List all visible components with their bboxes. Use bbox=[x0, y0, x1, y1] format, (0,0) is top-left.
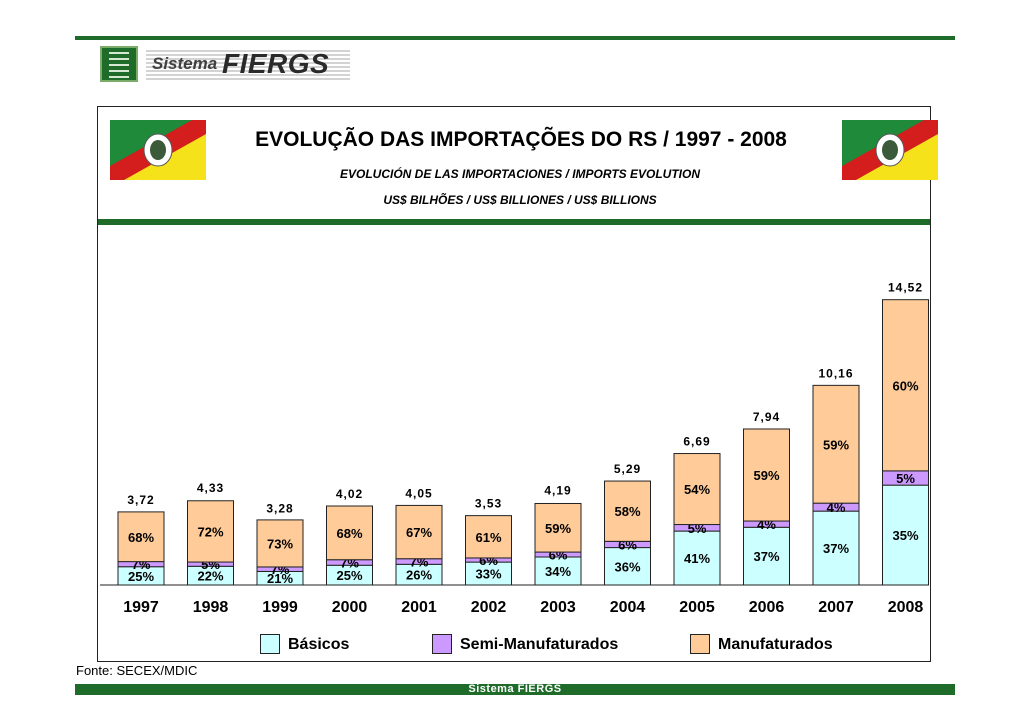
bar-total-label: 4,33 bbox=[197, 481, 224, 495]
segment-percent-label: 73% bbox=[267, 536, 293, 551]
segment-percent-label: 68% bbox=[128, 530, 154, 545]
segment-percent-label: 58% bbox=[614, 504, 640, 519]
bar-segment-manuf bbox=[882, 299, 929, 472]
segment-percent-label: 59% bbox=[545, 521, 571, 536]
bar-segment-manuf bbox=[465, 515, 512, 559]
bar-total-label: 3,53 bbox=[475, 497, 502, 511]
segment-percent-label: 21% bbox=[267, 571, 293, 586]
legend-label-basicos: Básicos bbox=[288, 636, 350, 653]
logo-system-word: Sistema bbox=[152, 54, 218, 73]
legend-swatch-manuf bbox=[690, 634, 710, 654]
bar-segment-manuf bbox=[395, 504, 443, 560]
logo-stripes bbox=[146, 50, 350, 80]
chart-title: EVOLUÇÃO DAS IMPORTAÇÕES DO RS / 1997 - … bbox=[255, 128, 787, 151]
bar-total-label: 3,72 bbox=[127, 493, 154, 507]
bar-segment-manuf bbox=[534, 502, 582, 553]
x-tick-label: 2004 bbox=[610, 599, 646, 616]
x-tick-label: 2003 bbox=[540, 599, 576, 616]
segment-percent-label: 36% bbox=[614, 559, 640, 574]
segment-percent-label: 25% bbox=[128, 569, 154, 584]
bar-segment-manuf bbox=[743, 428, 790, 522]
rs-flag-icon bbox=[842, 120, 938, 180]
bar-segment-manuf bbox=[187, 500, 234, 563]
x-tick-label: 2007 bbox=[818, 599, 854, 616]
bar-segment-manuf bbox=[604, 480, 651, 542]
fiergs-logo: Sistema FIERGS bbox=[100, 46, 350, 82]
segment-percent-label: 37% bbox=[753, 549, 779, 564]
segment-percent-label: 68% bbox=[336, 526, 362, 541]
segment-percent-label: 34% bbox=[545, 564, 571, 579]
x-tick-label: 1999 bbox=[262, 599, 298, 616]
x-tick-label: 2000 bbox=[332, 599, 368, 616]
footer-brand: Sistema FIERGS bbox=[468, 683, 562, 695]
bar-total-label: 6,69 bbox=[683, 435, 710, 449]
top-accent-line bbox=[75, 36, 955, 40]
bar-total-label: 4,05 bbox=[405, 486, 432, 500]
segment-percent-label: 25% bbox=[336, 568, 362, 583]
segment-percent-label: 59% bbox=[823, 437, 849, 452]
x-tick-label: 2008 bbox=[888, 599, 924, 616]
bar-segment-basicos bbox=[534, 556, 582, 586]
segment-percent-label: 67% bbox=[406, 525, 432, 540]
bar-segment-manuf bbox=[673, 453, 721, 526]
bar-total-label: 3,28 bbox=[266, 502, 293, 516]
bar-segment-basicos bbox=[604, 547, 651, 586]
segment-percent-label: 35% bbox=[892, 528, 918, 543]
x-tick-label: 2001 bbox=[401, 599, 437, 616]
x-tick-label: 1998 bbox=[193, 599, 229, 616]
x-tick-label: 2006 bbox=[749, 599, 785, 616]
bar-segment-manuf bbox=[117, 511, 165, 563]
bar-total-label: 4,02 bbox=[336, 487, 363, 501]
legend-swatch-basicos bbox=[260, 634, 280, 654]
chart-frame bbox=[97, 106, 931, 662]
title-separator bbox=[98, 219, 930, 225]
bar-segment-manuf bbox=[326, 505, 373, 561]
bar-segment-manuf bbox=[812, 384, 860, 504]
legend-label-semi: Semi-Manufaturados bbox=[460, 636, 619, 653]
bar-total-label: 14,52 bbox=[888, 281, 923, 295]
segment-percent-label: 54% bbox=[684, 482, 710, 497]
legend-label-manuf: Manufaturados bbox=[718, 636, 833, 653]
bar-segment-basicos bbox=[673, 530, 721, 586]
bar-segment-manuf bbox=[256, 519, 304, 568]
rs-flag-icon bbox=[110, 120, 206, 180]
bar-segment-basicos bbox=[743, 526, 790, 586]
bar-segment-basicos bbox=[882, 484, 929, 586]
segment-percent-label: 33% bbox=[475, 567, 501, 582]
segment-percent-label: 60% bbox=[892, 378, 918, 393]
segment-percent-label: 72% bbox=[197, 524, 223, 539]
source-note: Fonte: SECEX/MDIC bbox=[76, 663, 198, 678]
x-tick-label: 2002 bbox=[471, 599, 507, 616]
segment-percent-label: 37% bbox=[823, 541, 849, 556]
chart-subtitle: EVOLUCIÓN DE LAS IMPORTACIONES / IMPORTS… bbox=[339, 167, 701, 181]
logo-name-word: FIERGS bbox=[222, 48, 330, 79]
x-tick-label: 2005 bbox=[679, 599, 715, 616]
segment-percent-label: 41% bbox=[684, 551, 710, 566]
segment-percent-label: 59% bbox=[753, 468, 779, 483]
segment-percent-label: 61% bbox=[475, 530, 501, 545]
bar-total-label: 5,29 bbox=[614, 462, 641, 476]
bar-total-label: 7,94 bbox=[753, 410, 780, 424]
chart-units: US$ BILHÕES / US$ BILLIONES / US$ BILLIO… bbox=[383, 193, 657, 207]
legend-swatch-semi bbox=[432, 634, 452, 654]
segment-percent-label: 5% bbox=[896, 471, 915, 486]
segment-percent-label: 26% bbox=[406, 568, 432, 583]
bar-total-label: 10,16 bbox=[818, 366, 853, 380]
bar-total-label: 4,19 bbox=[544, 484, 571, 498]
segment-percent-label: 22% bbox=[197, 569, 223, 584]
segment-percent-label: 4% bbox=[827, 500, 846, 515]
footer-bar bbox=[75, 684, 955, 695]
fiergs-emblem-icon bbox=[100, 46, 138, 82]
x-tick-label: 1997 bbox=[123, 599, 159, 616]
